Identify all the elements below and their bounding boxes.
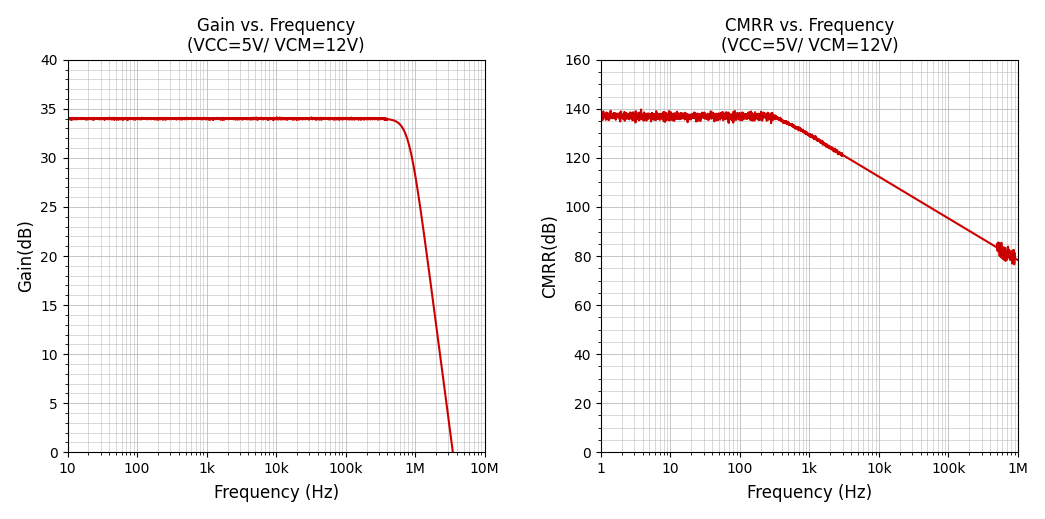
Title: Gain vs. Frequency
(VCC=5V/ VCM=12V): Gain vs. Frequency (VCC=5V/ VCM=12V) [187, 17, 365, 56]
Y-axis label: CMRR(dB): CMRR(dB) [541, 214, 559, 298]
X-axis label: Frequency (Hz): Frequency (Hz) [747, 484, 872, 502]
X-axis label: Frequency (Hz): Frequency (Hz) [213, 484, 339, 502]
Y-axis label: Gain(dB): Gain(dB) [17, 220, 34, 293]
Title: CMRR vs. Frequency
(VCC=5V/ VCM=12V): CMRR vs. Frequency (VCC=5V/ VCM=12V) [721, 17, 899, 56]
